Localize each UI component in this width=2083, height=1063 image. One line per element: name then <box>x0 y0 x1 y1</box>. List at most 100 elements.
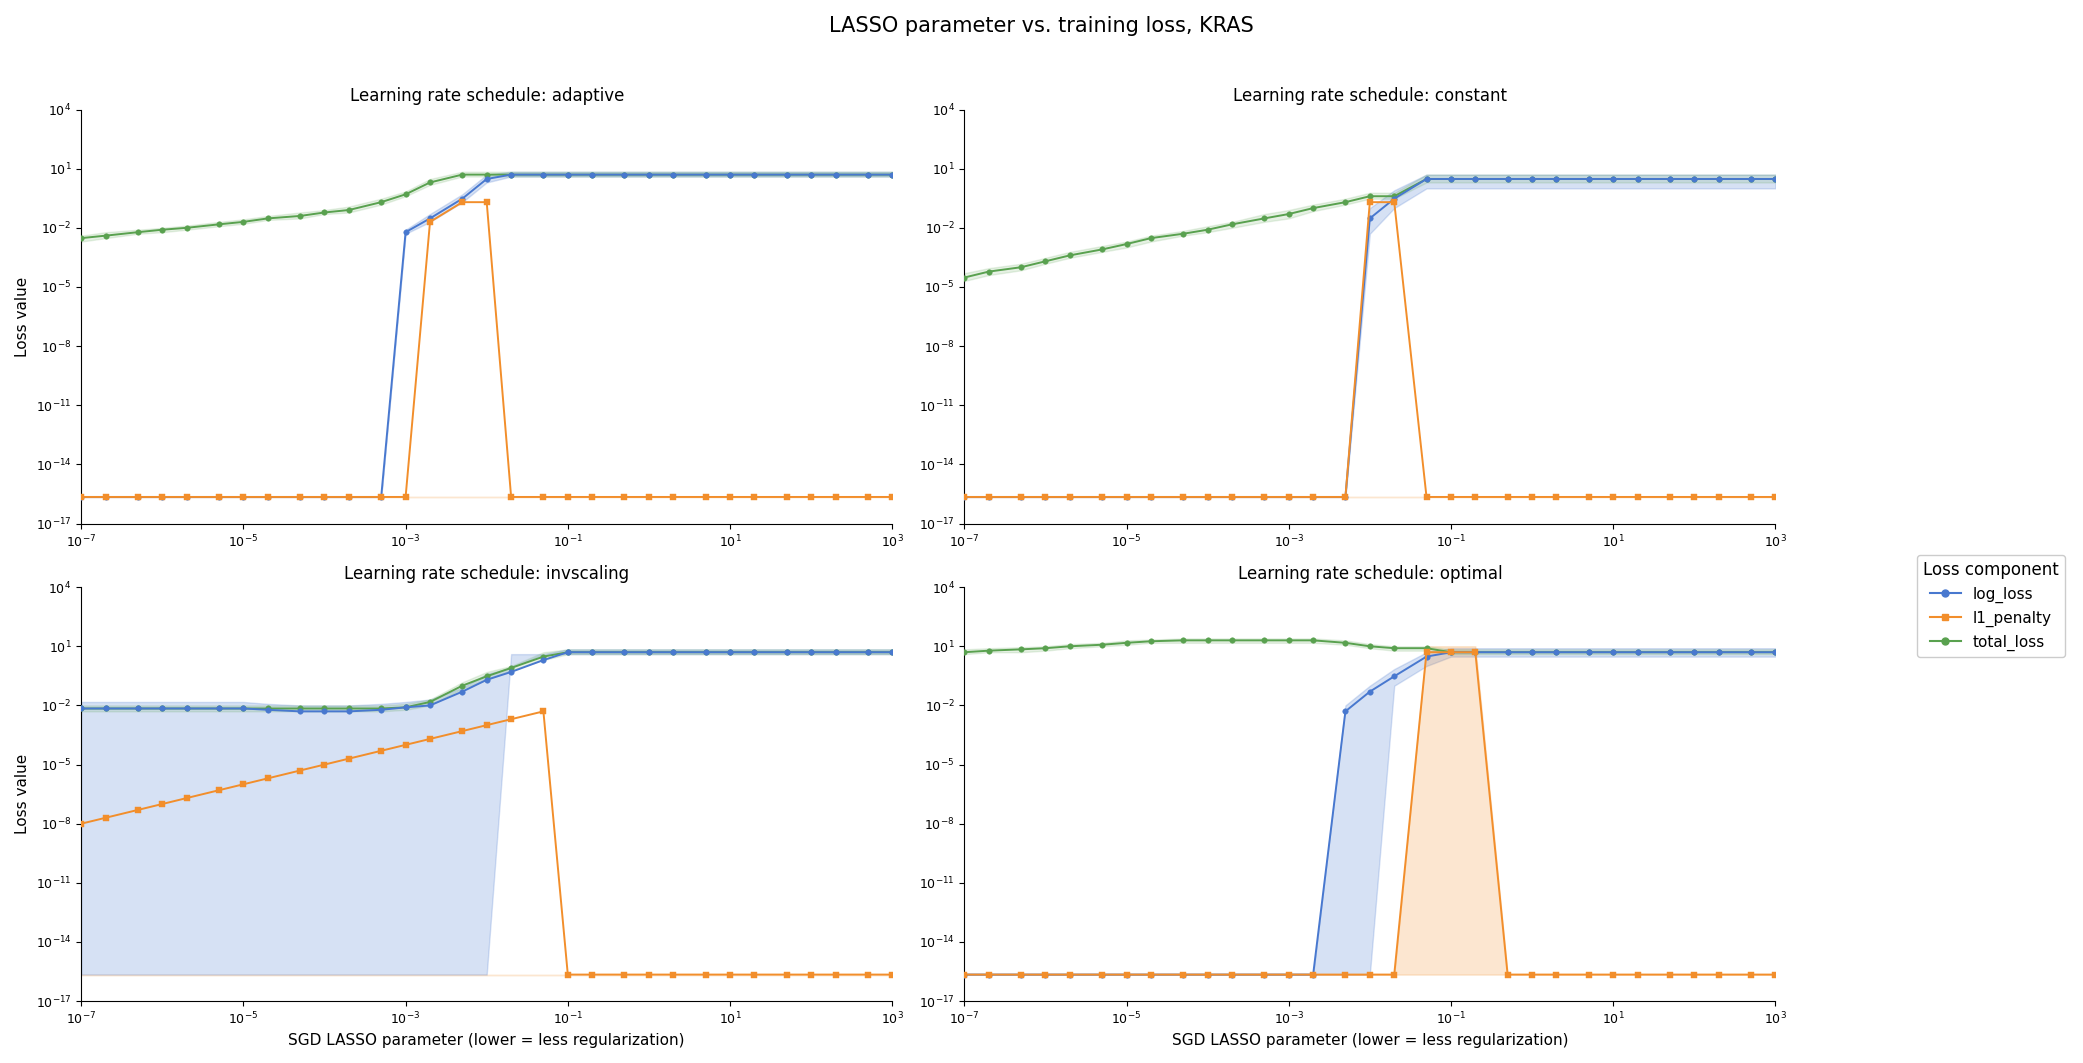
l1_penalty <box>977 491 1002 504</box>
l1_penalty <box>175 792 200 805</box>
total_loss <box>952 271 977 284</box>
l1_penalty <box>1114 968 1139 981</box>
log_loss <box>475 673 500 686</box>
total_loss <box>498 661 523 674</box>
l1_penalty <box>1706 491 1731 504</box>
Line: total_loss: total_loss <box>79 172 896 241</box>
total_loss <box>150 223 175 236</box>
log_loss <box>823 168 848 181</box>
l1_penalty <box>394 491 419 504</box>
l1_penalty <box>312 758 337 771</box>
total_loss <box>69 232 94 244</box>
total_loss <box>1625 172 1650 185</box>
l1_penalty <box>977 968 1002 981</box>
total_loss <box>69 702 94 714</box>
l1_penalty <box>1196 968 1221 981</box>
log_loss <box>231 702 256 714</box>
log_loss <box>1114 968 1139 981</box>
total_loss <box>1600 172 1625 185</box>
total_loss <box>369 702 394 714</box>
log_loss <box>1196 491 1221 504</box>
l1_penalty <box>856 491 881 504</box>
log_loss <box>977 491 1002 504</box>
log_loss <box>660 168 685 181</box>
log_loss <box>1219 968 1244 981</box>
total_loss <box>952 646 977 659</box>
total_loss <box>694 168 719 181</box>
l1_penalty <box>775 491 800 504</box>
log_loss <box>206 702 231 714</box>
l1_penalty <box>256 491 281 504</box>
log_loss <box>206 491 231 504</box>
total_loss <box>977 644 1002 657</box>
Title: Learning rate schedule: optimal: Learning rate schedule: optimal <box>1237 564 1502 583</box>
total_loss <box>1358 640 1383 653</box>
l1_penalty <box>1519 491 1544 504</box>
total_loss <box>150 702 175 714</box>
total_loss <box>1252 634 1277 646</box>
l1_penalty <box>94 491 119 504</box>
total_loss <box>450 679 475 692</box>
log_loss <box>1762 646 1787 659</box>
l1_penalty <box>556 968 581 981</box>
log_loss <box>531 168 556 181</box>
log_loss <box>125 491 150 504</box>
l1_penalty <box>1519 968 1544 981</box>
l1_penalty <box>1739 491 1764 504</box>
log_loss <box>417 212 442 224</box>
total_loss <box>231 702 256 714</box>
l1_penalty <box>660 968 685 981</box>
total_loss <box>337 204 362 217</box>
total_loss <box>977 266 1002 279</box>
total_loss <box>1600 646 1625 659</box>
log_loss <box>1114 491 1139 504</box>
total_loss <box>879 646 904 659</box>
l1_penalty <box>531 491 556 504</box>
total_loss <box>1114 238 1139 251</box>
Line: log_loss: log_loss <box>79 649 896 714</box>
log_loss <box>69 702 94 714</box>
log_loss <box>1681 646 1706 659</box>
log_loss <box>637 168 662 181</box>
total_loss <box>175 221 200 234</box>
l1_penalty <box>1277 491 1302 504</box>
log_loss <box>1333 491 1358 504</box>
total_loss <box>175 702 200 714</box>
total_loss <box>612 646 637 659</box>
log_loss <box>1252 491 1277 504</box>
log_loss <box>1277 491 1302 504</box>
total_loss <box>475 670 500 682</box>
total_loss <box>660 168 685 181</box>
log_loss <box>1462 646 1487 659</box>
l1_penalty <box>1252 491 1277 504</box>
l1_penalty <box>206 491 231 504</box>
total_loss <box>1706 172 1731 185</box>
l1_penalty <box>717 968 742 981</box>
log_loss <box>1414 651 1439 663</box>
total_loss <box>531 168 556 181</box>
l1_penalty <box>1171 968 1196 981</box>
log_loss <box>150 491 175 504</box>
l1_penalty <box>1114 491 1139 504</box>
log_loss <box>717 646 742 659</box>
l1_penalty <box>1600 968 1625 981</box>
Y-axis label: Loss value: Loss value <box>15 276 29 357</box>
log_loss <box>556 168 581 181</box>
log_loss <box>637 646 662 659</box>
log_loss <box>450 192 475 205</box>
X-axis label: SGD LASSO parameter (lower = less regularization): SGD LASSO parameter (lower = less regula… <box>287 1033 685 1048</box>
Title: Learning rate schedule: constant: Learning rate schedule: constant <box>1233 87 1506 105</box>
l1_penalty <box>287 491 312 504</box>
log_loss <box>879 168 904 181</box>
total_loss <box>125 225 150 238</box>
log_loss <box>1762 172 1787 185</box>
log_loss <box>394 225 419 238</box>
Line: log_loss: log_loss <box>962 649 1779 977</box>
l1_penalty <box>952 968 977 981</box>
l1_penalty <box>531 705 556 718</box>
Line: l1_penalty: l1_penalty <box>79 709 896 977</box>
total_loss <box>1300 202 1325 215</box>
log_loss <box>1171 968 1196 981</box>
total_loss <box>1544 172 1568 185</box>
log_loss <box>150 702 175 714</box>
